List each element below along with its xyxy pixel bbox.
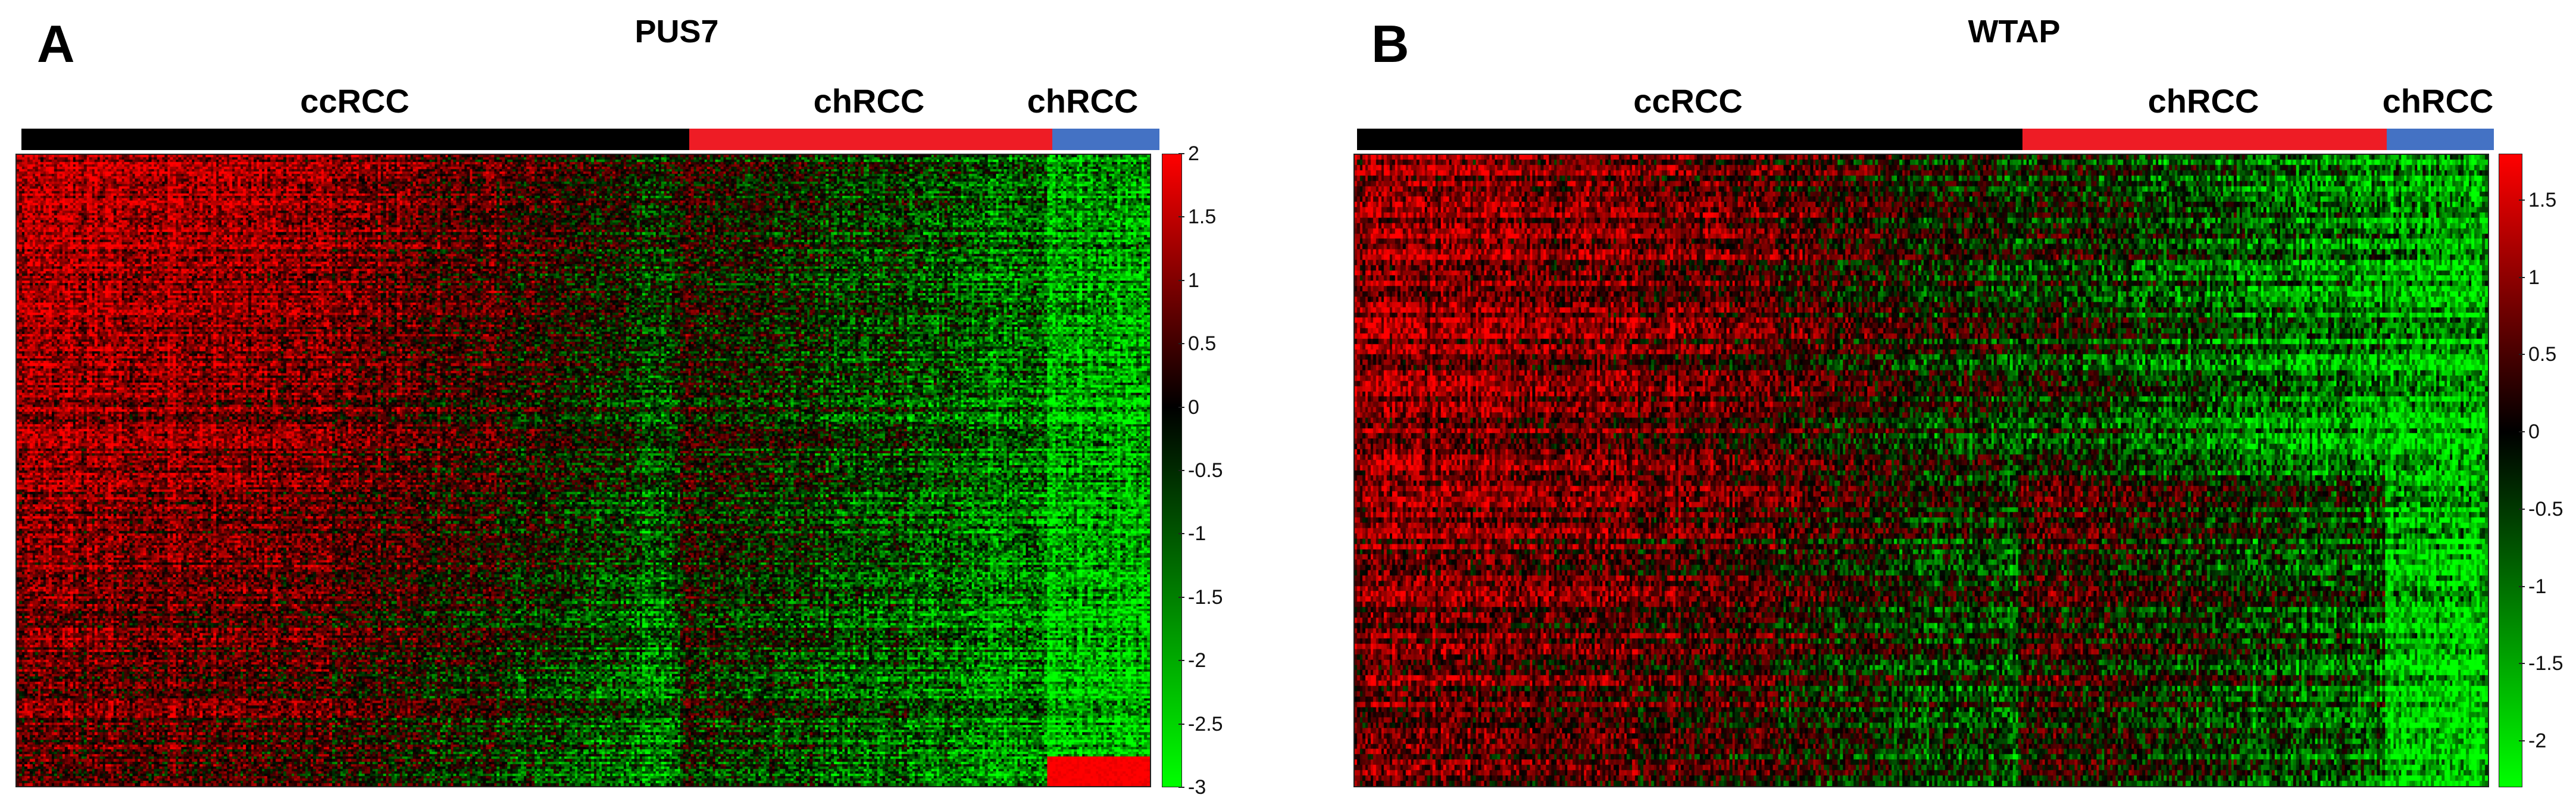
colorbar-tick [2519, 276, 2525, 278]
colorbar-tick-label: 1.5 [2528, 188, 2557, 211]
colorbar-tick [1178, 787, 1184, 788]
group-bar-chrcc [2022, 129, 2387, 150]
colorbar-tick-label: 1 [2528, 266, 2540, 289]
colorbar-tick [1178, 406, 1184, 408]
group-label-ccrcc: ccRCC [1633, 82, 1743, 120]
panel-letter: B [1371, 14, 1409, 73]
heatmap-title: PUS7 [634, 14, 719, 49]
colorbar-tick [1178, 533, 1184, 535]
colorbar-tick-label: 1.5 [1188, 205, 1217, 229]
group-bar-chrcc-2 [1052, 129, 1159, 150]
panel-a: A PUS7 ccRCC chRCC chRCC 2 1.5 1 0.5 0 -0.5 -1… [15, 14, 1223, 799]
colorbar-tick-label: -1.5 [2528, 652, 2564, 675]
colorbar-tick [2519, 585, 2525, 587]
colorbar-tick-label: -0.5 [2528, 497, 2564, 521]
colorbar-tick [2519, 199, 2525, 201]
colorbar-tick [2519, 354, 2525, 356]
colorbar-tick-label: -1 [1188, 522, 1206, 546]
colorbar-tick [2519, 508, 2525, 510]
group-label-ccrcc: ccRCC [300, 82, 409, 120]
colorbar-tick-label: -0.5 [1188, 459, 1223, 482]
heatmap-wtap [1353, 154, 2489, 787]
heatmap-canvas [1355, 155, 2488, 786]
colorbar-tick [1178, 596, 1184, 598]
group-bar-chrcc [689, 129, 1052, 150]
colorbar-tick-label: -2.5 [1188, 712, 1223, 735]
group-bar-chrcc-2 [2387, 129, 2494, 150]
colorbar-tick [1178, 470, 1184, 471]
colorbar-tick [1178, 723, 1184, 725]
colorbar-tick-label: -2 [2528, 730, 2547, 753]
group-bar-ccrcc [1357, 129, 2022, 150]
colorbar-tick-label: -3 [1188, 776, 1206, 799]
colorbar-tick-label: 0 [1188, 395, 1199, 419]
group-label-chrcc: chRCC [813, 82, 925, 120]
colorbar-tick-label: 0 [2528, 420, 2540, 444]
colorbar-tick-label: 2 [1188, 142, 1199, 165]
colorbar-tick-label: -2 [1188, 649, 1206, 672]
colorbar-tick [2519, 740, 2525, 742]
colorbar-tick [2519, 663, 2525, 665]
colorbar-tick-label: -1.5 [1188, 585, 1223, 609]
colorbar-tick-label: 0.5 [2528, 343, 2557, 366]
colorbar [2499, 154, 2522, 787]
group-label-chrcc-2: chRCC [2382, 82, 2494, 120]
panel-letter: A [37, 14, 75, 73]
group-bar-ccrcc [21, 129, 689, 150]
colorbar-tick [1178, 153, 1184, 154]
heatmap-canvas [17, 155, 1150, 786]
heatmap-pus7 [15, 154, 1151, 787]
colorbar-tick-label: 0.5 [1188, 332, 1217, 356]
group-label-chrcc: chRCC [2147, 82, 2259, 120]
heatmap-title: WTAP [1968, 14, 2061, 49]
colorbar-tick [2519, 431, 2525, 433]
colorbar-tick-label: -1 [2528, 575, 2547, 598]
colorbar-tick [1178, 343, 1184, 345]
group-label-chrcc-2: chRCC [1027, 82, 1139, 120]
colorbar-tick [1178, 216, 1184, 218]
colorbar-tick-label: 1 [1188, 269, 1199, 292]
colorbar-tick [1178, 279, 1184, 281]
colorbar-tick [1178, 660, 1184, 662]
